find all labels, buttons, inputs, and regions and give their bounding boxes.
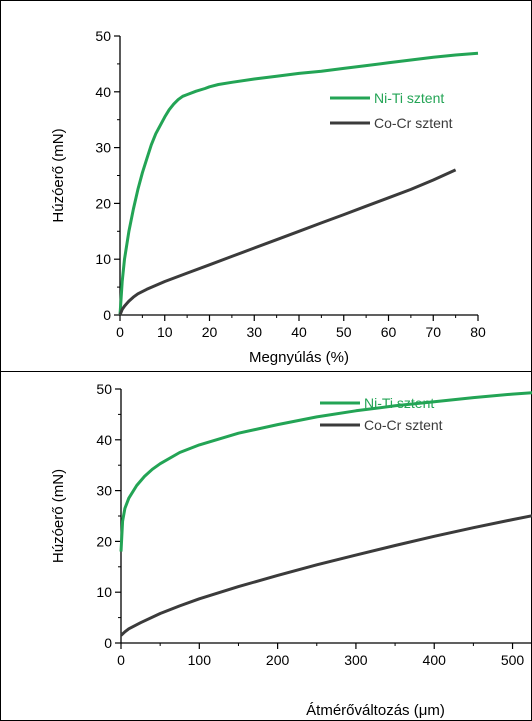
y-tick-label-top: 30 [95, 140, 111, 156]
y-tick-label-top: 10 [95, 251, 111, 267]
x-tick-label-bottom: 100 [188, 652, 212, 668]
y-tick-label-top: 0 [103, 307, 111, 323]
x-tick-label-top: 60 [381, 324, 397, 340]
series-line-co-cr-bottom [119, 514, 532, 637]
y-tick-label-bottom: 20 [96, 533, 112, 549]
x-axis-title-bottom: Átmérőváltozás (μm) [306, 702, 445, 719]
ticks-bottom: 010020030040050060001020304050 [96, 381, 525, 668]
x-tick-label-top: 70 [425, 324, 441, 340]
y-axis-title-top: Húzóerő (mN) [50, 128, 67, 222]
legend-label-co-cr-top: Co-Cr sztent [374, 115, 453, 131]
x-tick-label-top: 40 [291, 324, 307, 340]
y-tick-label-top: 50 [95, 28, 111, 44]
legend-label-co-cr-bottom: Co-Cr sztent [364, 417, 443, 433]
y-tick-label-bottom: 50 [96, 381, 112, 397]
x-tick-label-top: 30 [246, 324, 262, 340]
series-bottom [119, 391, 532, 637]
y-tick-label-bottom: 10 [96, 584, 112, 600]
series-top [118, 51, 479, 316]
x-tick-label-bottom: 200 [266, 652, 290, 668]
y-axis-title-bottom: Húzóerő (mN) [50, 469, 67, 563]
y-tick-label-bottom: 0 [104, 635, 112, 651]
y-tick-label-bottom: 40 [96, 432, 112, 448]
series-line-co-cr-top [118, 168, 457, 316]
chart-panel-top: 0 10 20 30 40 50 60 70 80 0 10 20 30 40 50 Ni-Ti szten… [50, 28, 486, 366]
x-tick-label-top: 20 [202, 324, 218, 340]
x-tick-label-bottom: 300 [344, 652, 368, 668]
ticks-top: 0 10 20 30 40 50 60 70 80 0 10 20 30 40 50 [95, 28, 486, 340]
y-tick-label-bottom: 30 [96, 483, 112, 499]
chart-panel-bottom: 010020030040050060001020304050 Ni-Ti szt… [50, 381, 532, 719]
x-tick-label-top: 50 [336, 324, 352, 340]
legend-bottom: Ni-Ti sztent Co-Cr sztent [320, 395, 443, 433]
x-tick-label-top: 0 [116, 324, 124, 340]
series-line-ni-ti-top [118, 51, 479, 316]
series-line-ni-ti-bottom [119, 391, 532, 552]
x-axis-title-top: Megnyúlás (%) [249, 349, 349, 366]
y-tick-label-top: 20 [95, 195, 111, 211]
x-tick-label-bottom: 500 [501, 652, 525, 668]
x-tick-label-bottom: 400 [423, 652, 447, 668]
legend-top: Ni-Ti sztent Co-Cr sztent [330, 90, 453, 131]
legend-label-ni-ti-top: Ni-Ti sztent [374, 90, 444, 106]
x-tick-label-bottom: 0 [117, 652, 125, 668]
y-tick-label-top: 40 [95, 84, 111, 100]
x-tick-label-top: 10 [157, 324, 173, 340]
legend-label-ni-ti-bottom: Ni-Ti sztent [364, 395, 434, 411]
x-tick-label-top: 80 [470, 324, 486, 340]
